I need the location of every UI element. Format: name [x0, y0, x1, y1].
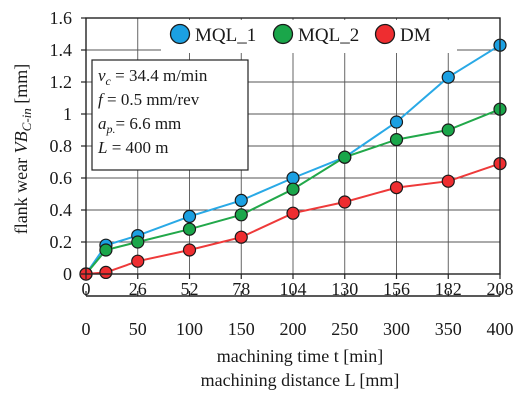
data-point-dm	[338, 195, 352, 209]
legend-label-mql_2: MQL_2	[298, 25, 359, 46]
y-tick-labels: 0 0.2 0.4 0.6 0.8 1 1.2 1.4 1.6	[50, 8, 73, 284]
data-point-mql_2	[338, 150, 352, 164]
legend-background	[161, 20, 457, 53]
data-point-dm	[234, 230, 248, 244]
parameter-symbol: L	[97, 138, 107, 157]
parameter-subscript: c	[106, 74, 112, 88]
parameter-value: = 0.5 mm/rev	[103, 90, 200, 109]
parameter-line: vc = 34.4 m/min	[98, 66, 208, 88]
parameter-value: = 400 m	[107, 138, 168, 157]
y-tick-label: 0	[63, 264, 72, 284]
legend-label-dm: DM	[400, 25, 431, 46]
data-point-mql_1	[441, 70, 455, 84]
axes	[81, 17, 501, 297]
y-axis-label-unit: [mm]	[11, 64, 31, 104]
x-secondary-tick-label: 250	[331, 319, 358, 339]
x-secondary-tick-label: 350	[435, 319, 462, 339]
series-line-mql_2	[85, 108, 501, 275]
data-point-mql_1	[389, 115, 404, 129]
data-point-mql_2	[441, 123, 455, 137]
y-axis-label-symbol: VB	[11, 131, 31, 153]
parameter-line: L = 400 m	[97, 138, 169, 157]
data-point-dm	[131, 254, 145, 268]
parameter-box-frame	[91, 59, 249, 171]
x-tick-labels: 0 26 52 78 104 130 156 182 208	[82, 279, 514, 299]
x-secondary-tick-label: 400	[487, 319, 514, 339]
y-tick-label: 0.6	[50, 168, 73, 188]
x-tick-label: 104	[280, 279, 307, 299]
y-tick-label: 0.4	[50, 200, 73, 220]
x-axis-label-secondary: machining distance L [mm]	[201, 370, 400, 390]
parameter-line: f = 0.5 mm/rev	[98, 90, 200, 109]
x-secondary-tick-label: 300	[383, 319, 410, 339]
legend-label-mql_1: MQL_1	[195, 25, 256, 46]
x-axis-label: machining time t [min]	[217, 346, 383, 366]
x-tick-label: 208	[487, 279, 514, 299]
x-tick-label: 78	[232, 279, 250, 299]
data-point-mql_1	[286, 171, 300, 185]
y-tick-label: 0.2	[50, 232, 73, 252]
data-point-mql_1	[182, 209, 197, 223]
data-point-mql_2	[389, 133, 404, 147]
x-secondary-tick-label: 0	[82, 319, 91, 339]
parameter-symbol: f	[98, 90, 105, 109]
data-point-mql_2	[182, 222, 197, 236]
x-secondary-tick-label: 200	[280, 319, 307, 339]
data-point-dm	[441, 174, 455, 188]
x-tick-label: 182	[435, 279, 462, 299]
data-point-mql_2	[131, 235, 145, 249]
parameter-subscript: p.	[106, 122, 116, 136]
data-point-dm	[182, 243, 197, 257]
legend-marker-mql_2	[272, 23, 294, 45]
y-tick-label: 0.8	[50, 136, 73, 156]
x-tick-label: 52	[181, 279, 199, 299]
data-point-dm	[389, 181, 404, 195]
parameter-value: = 6.6 mm	[116, 114, 182, 133]
x-tick-label: 130	[331, 279, 358, 299]
data-points	[79, 38, 507, 281]
data-point-dm	[99, 265, 113, 279]
data-point-dm	[286, 206, 300, 220]
y-axis-label: flank wear VBC-in [mm]	[11, 64, 34, 235]
y-axis-label-sub: C-in	[19, 108, 34, 131]
parameter-value: = 34.4 m/min	[111, 66, 208, 85]
data-point-mql_2	[99, 243, 113, 257]
x-secondary-tick-labels: 0 50 100 150 200 250 300 350 400	[82, 319, 514, 339]
data-point-mql_2	[234, 208, 248, 222]
parameter-line: ap.= 6.6 mm	[98, 114, 181, 136]
parameter-box: vc = 34.4 m/min f = 0.5 mm/rev ap.= 6.6 mm…	[91, 59, 249, 171]
series-lines	[85, 44, 501, 275]
legend-marker-dm	[374, 23, 396, 45]
y-tick-label: 1.4	[50, 40, 73, 60]
y-axis-label-prefix: flank wear	[11, 158, 31, 234]
parameter-symbol: a	[98, 114, 107, 133]
x-secondary-tick-label: 100	[176, 319, 203, 339]
x-tick-label: 26	[129, 279, 147, 299]
x-secondary-tick-label: 50	[129, 319, 147, 339]
data-point-mql_2	[286, 182, 300, 196]
parameter-symbol: v	[98, 66, 106, 85]
series-line-mql_1	[85, 44, 501, 275]
y-tick-label: 1.2	[50, 72, 73, 92]
y-tick-label: 1.6	[50, 8, 73, 28]
x-tick-label: 0	[82, 279, 91, 299]
legend: MQL_1 MQL_2 DM	[161, 20, 457, 53]
x-tick-label: 156	[383, 279, 410, 299]
x-secondary-tick-label: 150	[228, 319, 255, 339]
legend-marker-mql_1	[169, 23, 191, 45]
data-point-mql_1	[234, 193, 248, 207]
series-line-dm	[85, 162, 501, 275]
y-tick-label: 1	[63, 104, 72, 124]
